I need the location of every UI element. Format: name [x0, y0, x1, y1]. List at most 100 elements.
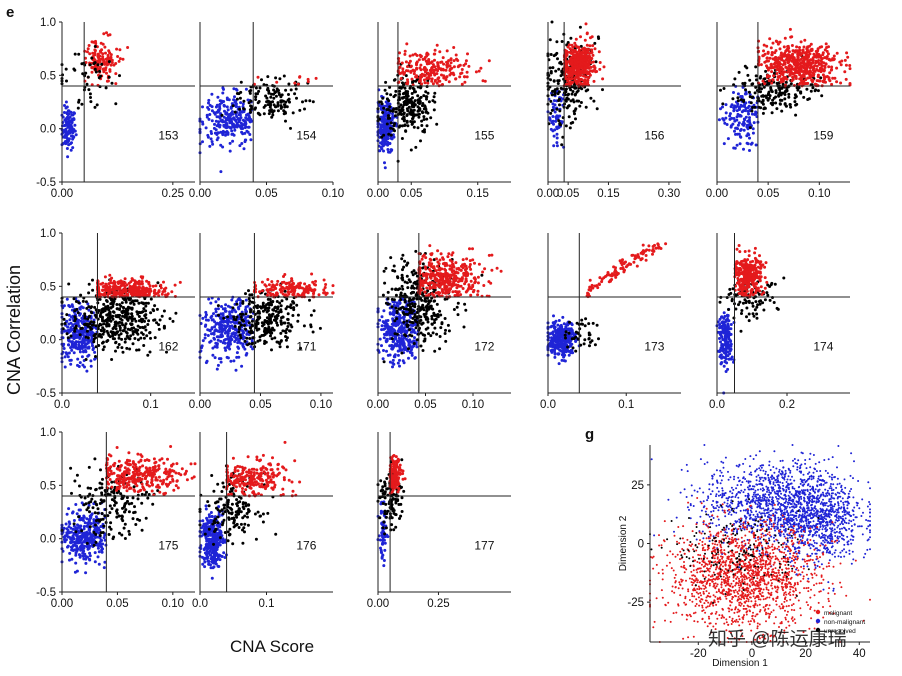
point-unresolved — [121, 350, 125, 354]
point-unresolved — [420, 124, 424, 127]
point-unresolved — [381, 111, 385, 114]
point-non_malignant — [89, 359, 93, 363]
point-unresolved — [420, 119, 424, 123]
point-unresolved — [250, 107, 254, 110]
point-unresolved — [793, 96, 797, 100]
point-unresolved — [783, 97, 787, 101]
point-unresolved — [809, 89, 813, 93]
point-unresolved — [125, 346, 129, 350]
point-unresolved — [268, 105, 272, 109]
point-non_malignant — [738, 113, 742, 117]
point-non_malignant — [244, 298, 248, 302]
point-non_malignant — [200, 346, 204, 350]
point-unresolved — [389, 109, 393, 113]
point-malignant — [417, 58, 421, 62]
point-malignant — [765, 75, 769, 79]
point-unresolved — [239, 80, 243, 84]
point-non_malignant — [207, 101, 210, 105]
point-malignant — [86, 47, 90, 51]
point-non_malignant — [82, 340, 86, 344]
point-malignant — [577, 45, 581, 49]
point-non_malignant — [81, 363, 85, 367]
point-unresolved — [90, 305, 93, 309]
point-malignant — [121, 283, 125, 287]
point-unresolved — [552, 54, 556, 58]
point-unresolved — [751, 95, 755, 99]
point-non_malignant — [223, 109, 226, 113]
point-malignant — [577, 52, 581, 56]
point-non_malignant — [735, 118, 739, 122]
point-non_malignant — [381, 143, 385, 147]
point-malignant — [431, 82, 435, 86]
point-malignant — [796, 57, 800, 61]
point-unresolved — [777, 86, 781, 90]
point-unresolved — [118, 328, 122, 332]
point-malignant — [825, 46, 829, 49]
point-unresolved — [106, 304, 110, 308]
point-non_malignant — [66, 155, 70, 159]
point-non_malignant — [63, 129, 67, 132]
point-non_malignant — [206, 135, 210, 139]
point-malignant — [153, 291, 157, 295]
point-unresolved — [239, 315, 243, 319]
point-non_malignant — [746, 127, 750, 131]
point-unresolved — [793, 93, 797, 97]
point-malignant — [798, 81, 802, 85]
point-malignant — [800, 64, 804, 68]
point-malignant — [419, 63, 423, 67]
point-unresolved — [393, 122, 397, 126]
point-malignant — [584, 63, 588, 67]
point-malignant — [590, 57, 594, 60]
x-tick-label: 0.30 — [658, 188, 680, 200]
point-malignant — [815, 64, 819, 68]
point-malignant — [260, 289, 264, 293]
point-unresolved — [249, 308, 253, 312]
point-non_malignant — [398, 364, 401, 368]
point-non_malignant — [211, 318, 215, 322]
point-non_malignant — [204, 323, 208, 327]
point-malignant — [580, 65, 584, 69]
point-malignant — [279, 290, 283, 294]
point-unresolved — [275, 87, 279, 91]
point-non_malignant — [243, 140, 247, 144]
x-tick-label: 0.25 — [162, 188, 184, 200]
point-non_malignant — [71, 136, 75, 140]
point-unresolved — [760, 87, 764, 91]
point-unresolved — [269, 95, 273, 99]
point-malignant — [570, 77, 574, 81]
point-non_malignant — [212, 312, 215, 316]
point-unresolved — [171, 319, 175, 323]
point-unresolved — [749, 101, 753, 105]
point-non_malignant — [221, 133, 225, 137]
point-unresolved — [256, 304, 260, 308]
point-malignant — [417, 79, 421, 83]
point-non_malignant — [240, 124, 244, 128]
point-unresolved — [561, 135, 565, 139]
point-non_malignant — [212, 332, 216, 336]
point-non_malignant — [228, 141, 232, 145]
point-unresolved — [417, 115, 421, 119]
point-non_malignant — [62, 111, 66, 114]
point-unresolved — [250, 331, 254, 334]
point-unresolved — [234, 318, 238, 322]
point-non_malignant — [748, 122, 752, 126]
point-unresolved — [401, 92, 405, 96]
point-malignant — [474, 70, 478, 74]
point-unresolved — [566, 93, 570, 97]
point-non_malignant — [549, 127, 553, 131]
point-malignant — [433, 48, 437, 52]
x-tick-label: 0.00 — [189, 188, 211, 200]
point-non_malignant — [229, 114, 233, 117]
point-unresolved — [72, 297, 76, 301]
point-malignant — [771, 41, 775, 45]
point-malignant — [567, 43, 571, 47]
point-malignant — [806, 76, 810, 80]
point-malignant — [815, 55, 818, 59]
point-non_malignant — [249, 138, 253, 142]
point-unresolved — [121, 314, 125, 318]
point-unresolved — [568, 126, 572, 130]
point-malignant — [806, 56, 810, 59]
point-unresolved — [574, 86, 578, 90]
point-malignant — [843, 58, 847, 62]
